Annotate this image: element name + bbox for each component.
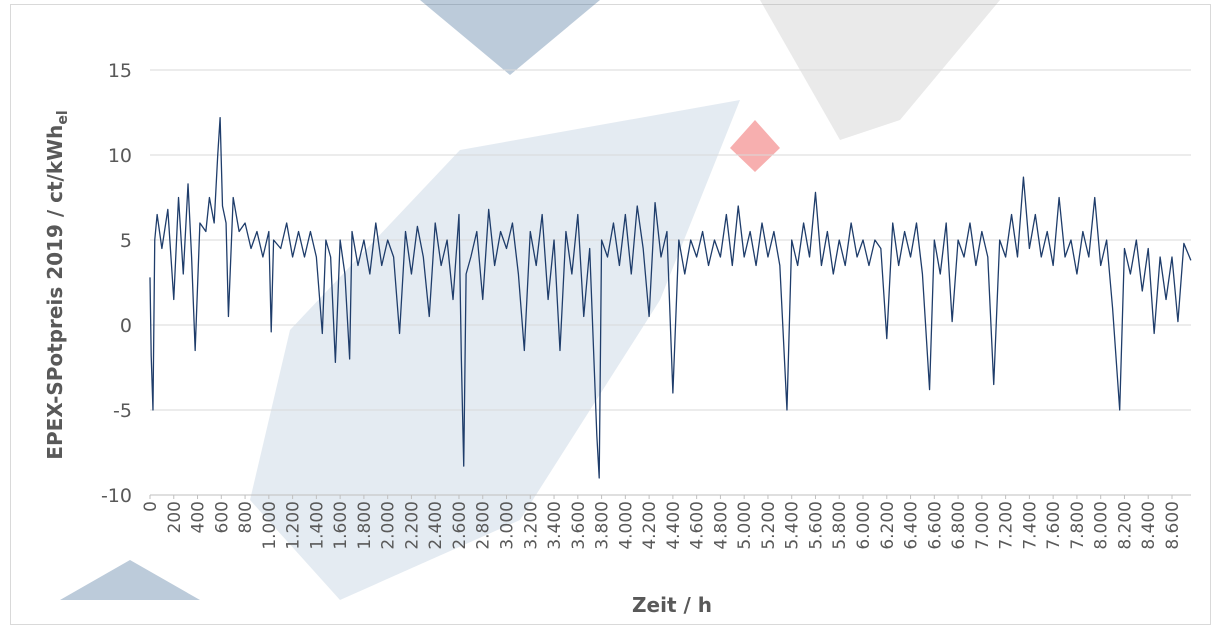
x-tick-label: 2.000 bbox=[379, 501, 399, 550]
y-tick-label: -10 bbox=[101, 485, 132, 507]
x-axis-label: Zeit / h bbox=[632, 593, 712, 617]
x-tick-label: 3.000 bbox=[498, 501, 518, 550]
watermark-shape bbox=[420, 0, 600, 75]
x-tick-label: 6.400 bbox=[902, 501, 922, 550]
x-tick-label: 6.200 bbox=[878, 501, 898, 550]
y-axis-label-sub: el bbox=[55, 110, 71, 124]
x-tick-label: 8.600 bbox=[1163, 501, 1183, 550]
price-line bbox=[149, 116, 1192, 479]
x-tick-label: 1.000 bbox=[260, 501, 280, 550]
x-tick-label: 6.000 bbox=[854, 501, 874, 550]
x-tick-label: 2.800 bbox=[474, 501, 494, 550]
x-tick-label: 3.200 bbox=[521, 501, 541, 550]
x-tick-label: 7.000 bbox=[973, 501, 993, 550]
x-tick-label: 2.600 bbox=[450, 501, 470, 550]
x-tick-label: 5.400 bbox=[783, 501, 803, 550]
x-tick-label: 6.800 bbox=[949, 501, 969, 550]
y-tick-label: 15 bbox=[108, 60, 132, 82]
x-tick-label: 8.200 bbox=[1115, 501, 1135, 550]
y-tick-label: 10 bbox=[108, 145, 132, 167]
x-tick-label: 7.200 bbox=[997, 501, 1017, 550]
x-tick-label: 7.400 bbox=[1020, 501, 1040, 550]
x-tick-label: 600 bbox=[212, 501, 232, 533]
y-tick-label: -5 bbox=[113, 400, 132, 422]
x-tick-label: 4.600 bbox=[688, 501, 708, 550]
x-tick-label: 3.400 bbox=[545, 501, 565, 550]
chart-border bbox=[10, 4, 1211, 625]
x-tick-label: 5.200 bbox=[759, 501, 779, 550]
watermark-shape bbox=[730, 120, 780, 172]
x-tick-label: 1.200 bbox=[284, 501, 304, 550]
x-tick-label: 800 bbox=[236, 501, 256, 533]
y-tick-label: 5 bbox=[120, 230, 132, 252]
x-tick-label: 3.600 bbox=[569, 501, 589, 550]
x-tick-label: 8.000 bbox=[1092, 501, 1112, 550]
x-tick-label: 1.400 bbox=[307, 501, 327, 550]
x-tick-label: 200 bbox=[165, 501, 185, 533]
watermark-shape bbox=[250, 100, 740, 600]
x-tick-label: 5.600 bbox=[806, 501, 826, 550]
y-axis-label-main: EPEX-SPotpreis 2019 / ct/kWh bbox=[43, 125, 67, 460]
x-tick-label: 0 bbox=[141, 501, 161, 512]
y-axis-label: EPEX-SPotpreis 2019 / ct/kWhel bbox=[43, 110, 71, 459]
x-tick-label: 1.600 bbox=[331, 501, 351, 550]
x-tick-label: 2.400 bbox=[426, 501, 446, 550]
x-tick-label: 1.800 bbox=[355, 501, 375, 550]
x-tick-label: 4.000 bbox=[616, 501, 636, 550]
x-tick-label: 4.400 bbox=[664, 501, 684, 550]
x-tick-label: 5.000 bbox=[735, 501, 755, 550]
x-tick-label: 400 bbox=[189, 501, 209, 533]
x-tick-label: 6.600 bbox=[925, 501, 945, 550]
y-tick-label: 0 bbox=[120, 315, 132, 337]
x-tick-label: 3.800 bbox=[593, 501, 613, 550]
x-tick-label: 7.600 bbox=[1044, 501, 1064, 550]
x-tick-label: 4.200 bbox=[640, 501, 660, 550]
watermark-shape bbox=[60, 560, 200, 600]
x-tick-label: 2.200 bbox=[402, 501, 422, 550]
x-tick-label: 8.400 bbox=[1139, 501, 1159, 550]
x-tick-label: 7.800 bbox=[1068, 501, 1088, 550]
x-tick-label: 5.800 bbox=[830, 501, 850, 550]
x-tick-label: 4.800 bbox=[711, 501, 731, 550]
